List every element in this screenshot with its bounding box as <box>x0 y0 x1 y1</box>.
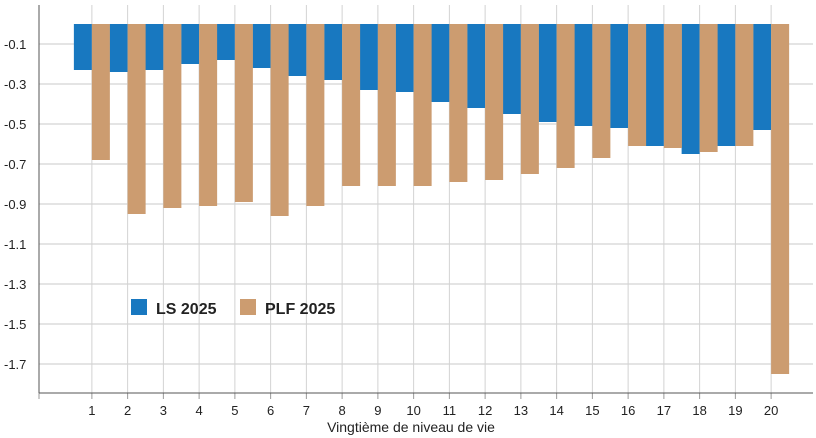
x-tick-label: 3 <box>160 403 167 418</box>
x-tick-label: 20 <box>764 403 778 418</box>
bar-ls-2025-8 <box>324 24 343 80</box>
bar-ls-2025-20 <box>753 24 772 130</box>
x-tick-label: 18 <box>692 403 706 418</box>
x-tick-label: 5 <box>231 403 238 418</box>
x-tick-label: 12 <box>478 403 492 418</box>
legend-label-ls-2025: LS 2025 <box>156 301 217 318</box>
x-tick-label: 1 <box>88 403 95 418</box>
x-tick-label: 16 <box>621 403 635 418</box>
x-tick-label: 17 <box>657 403 671 418</box>
y-tick-label: -0.1 <box>4 37 26 52</box>
legend-swatch-plf-2025 <box>240 299 256 315</box>
y-tick-label: -0.3 <box>4 77 26 92</box>
bar-ls-2025-18 <box>681 24 700 154</box>
bar-plf-2025-7 <box>306 24 325 206</box>
bar-ls-2025-9 <box>359 24 378 90</box>
bar-ls-2025-6 <box>252 24 271 68</box>
bar-plf-2025-19 <box>735 24 754 146</box>
bar-plf-2025-13 <box>520 24 539 174</box>
bar-plf-2025-17 <box>663 24 682 148</box>
bar-ls-2025-2 <box>109 24 128 72</box>
x-tick-label: 15 <box>585 403 599 418</box>
bar-plf-2025-9 <box>377 24 396 186</box>
x-axis-title: Vingtième de niveau de vie <box>327 419 495 435</box>
bar-ls-2025-19 <box>717 24 736 146</box>
y-tick-labels: -0.1 -0.3 -0.5 -0.7 -0.9 -1.1 -1.3 -1.5 -1.7 <box>4 37 26 372</box>
bar-plf-2025-18 <box>699 24 718 152</box>
bar-ls-2025-5 <box>216 24 235 60</box>
bar-plf-2025-10 <box>413 24 432 186</box>
bar-plf-2025-11 <box>449 24 468 182</box>
axes <box>38 5 813 399</box>
y-tick-label: -0.5 <box>4 117 26 132</box>
bar-plf-2025-16 <box>628 24 647 146</box>
legend-swatch-ls-2025 <box>131 299 147 315</box>
bar-ls-2025-7 <box>288 24 307 76</box>
legend: LS 2025 PLF 2025 <box>131 299 335 318</box>
bar-ls-2025-15 <box>574 24 593 126</box>
bar-ls-2025-16 <box>610 24 629 128</box>
x-tick-label: 6 <box>267 403 274 418</box>
x-tick-label: 13 <box>514 403 528 418</box>
x-tick-label: 4 <box>196 403 203 418</box>
x-tick-label: 14 <box>549 403 563 418</box>
x-tick-label: 19 <box>728 403 742 418</box>
bar-plf-2025-4 <box>199 24 218 206</box>
bar-ls-2025-4 <box>181 24 200 64</box>
x-tick-label: 9 <box>374 403 381 418</box>
x-tick-label: 10 <box>406 403 420 418</box>
x-tick-label: 2 <box>124 403 131 418</box>
bar-plf-2025-8 <box>342 24 361 186</box>
bar-ls-2025-3 <box>145 24 164 70</box>
y-tick-label: -0.9 <box>4 197 26 212</box>
y-tick-label: -0.7 <box>4 157 26 172</box>
bar-plf-2025-14 <box>556 24 575 168</box>
bar-ls-2025-1 <box>73 24 92 70</box>
bar-ls-2025-12 <box>467 24 486 108</box>
y-tick-label: -1.5 <box>4 317 26 332</box>
bar-ls-2025-17 <box>645 24 664 146</box>
y-tick-label: -1.1 <box>4 237 26 252</box>
bars <box>73 24 790 374</box>
bar-plf-2025-20 <box>771 24 790 374</box>
bar-plf-2025-6 <box>270 24 289 216</box>
bar-ls-2025-11 <box>431 24 450 102</box>
bar-ls-2025-10 <box>395 24 414 92</box>
x-tick-label: 11 <box>443 403 457 418</box>
x-tick-label: 7 <box>303 403 310 418</box>
y-tick-label: -1.3 <box>4 277 26 292</box>
y-tick-label: -1.7 <box>4 357 26 372</box>
bar-plf-2025-12 <box>485 24 504 180</box>
bar-plf-2025-5 <box>234 24 253 202</box>
bar-plf-2025-15 <box>592 24 611 158</box>
bar-plf-2025-1 <box>91 24 110 160</box>
bar-plf-2025-2 <box>127 24 146 214</box>
x-tick-label: 8 <box>339 403 346 418</box>
bar-ls-2025-13 <box>502 24 521 114</box>
legend-label-plf-2025: PLF 2025 <box>265 301 335 318</box>
x-tick-labels: 1 2 3 4 5 6 7 8 9 10 11 12 13 14 15 16 17 18 19 20 <box>88 403 778 418</box>
bar-ls-2025-14 <box>538 24 557 122</box>
bar-plf-2025-3 <box>163 24 182 208</box>
